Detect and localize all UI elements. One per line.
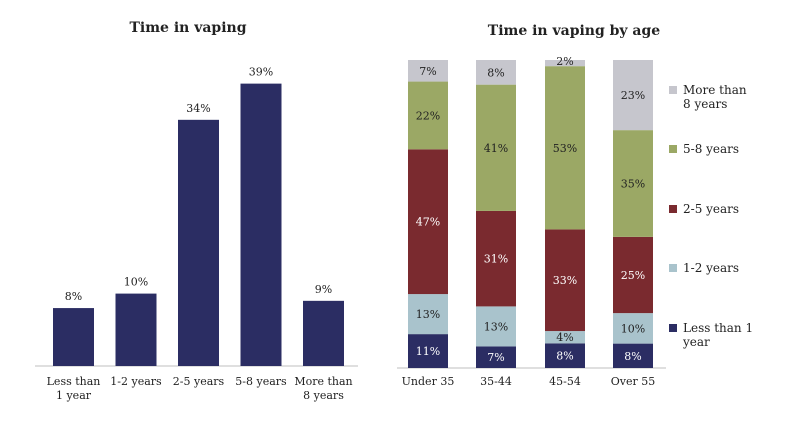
bar-0: [53, 308, 94, 366]
legend-swatch-2: [669, 205, 677, 213]
age-category-label-2: 45-54: [549, 375, 581, 388]
category-label-line: 1-2 years: [110, 375, 162, 388]
segment-label-1-0: 7%: [487, 351, 504, 364]
category-label-line: 2-5 years: [173, 375, 225, 388]
segment-label-2-2: 33%: [553, 274, 577, 287]
age-category-label-3: Over 55: [611, 375, 656, 388]
legend-label-line: 8 years: [683, 97, 727, 111]
age-category-label-0: Under 35: [402, 375, 455, 388]
left-chart-title: Time in vaping: [130, 20, 247, 36]
segment-label-1-2: 31%: [484, 253, 508, 266]
right-chart-title: Time in vaping by age: [488, 23, 661, 39]
legend-swatch-3: [669, 264, 677, 272]
bar-4: [303, 301, 344, 366]
legend-swatch-0: [669, 86, 677, 94]
legend-label-3: 1-2 years: [683, 261, 739, 275]
category-label-4: More than 8 years: [294, 375, 352, 402]
bar-2: [178, 120, 219, 366]
legend-label-2: 2-5 years: [683, 202, 739, 216]
segment-label-3-3: 35%: [621, 178, 645, 191]
segment-label-1-3: 41%: [484, 142, 508, 155]
bar-value-label-0: 8%: [65, 290, 82, 303]
category-label-line: 1 year: [56, 389, 92, 402]
legend-label-line: 5-8 years: [683, 142, 739, 156]
segment-label-3-4: 23%: [621, 89, 645, 102]
segment-label-1-1: 13%: [484, 320, 508, 333]
legend-label-line: 2-5 years: [683, 202, 739, 216]
segment-label-0-1: 13%: [416, 308, 440, 321]
age-category-label-1: 35-44: [480, 375, 512, 388]
legend-label-line: Less than 1: [683, 321, 753, 335]
category-label-line: More than: [294, 375, 352, 388]
right-chart-bars: 11% 13% 47% 22% 7% Under 35 7% 13% 31% 41% 8% 35-44…: [402, 55, 656, 388]
bar-value-label-3: 39%: [249, 66, 273, 79]
category-label-line: Less than: [47, 375, 101, 388]
legend-label-0: More than 8 years: [683, 83, 747, 111]
segment-label-0-4: 7%: [419, 65, 436, 78]
legend-label-4: Less than 1 year: [682, 321, 753, 349]
legend-swatch-4: [669, 324, 677, 332]
segment-label-2-1: 4%: [556, 331, 573, 344]
legend: More than 8 years 5-8 years 2-5 years 1-2 ye…: [669, 83, 753, 349]
bar-1: [116, 294, 157, 366]
legend-label-line: More than: [683, 83, 747, 97]
segment-label-2-0: 8%: [556, 350, 573, 363]
category-label-2: 2-5 years: [173, 375, 225, 388]
segment-label-2-4: 2%: [556, 55, 573, 68]
segment-label-1-4: 8%: [487, 66, 504, 79]
left-chart-bars: 8% Less than 1 year 10% 1-2 years 34% 2-5 year…: [47, 66, 353, 402]
segment-label-0-3: 22%: [416, 109, 440, 122]
segment-label-3-1: 10%: [621, 322, 645, 335]
legend-label-line: year: [682, 335, 710, 349]
legend-label-1: 5-8 years: [683, 142, 739, 156]
bar-value-label-4: 9%: [315, 283, 332, 296]
category-label-1: 1-2 years: [110, 375, 162, 388]
segment-label-3-2: 25%: [621, 269, 645, 282]
segment-label-3-0: 8%: [624, 350, 641, 363]
category-label-3: 5-8 years: [235, 375, 287, 388]
bar-value-label-2: 34%: [186, 102, 210, 115]
segment-label-0-2: 47%: [416, 216, 440, 229]
category-label-0: Less than 1 year: [47, 375, 101, 402]
segment-label-0-0: 11%: [416, 345, 440, 358]
category-label-line: 5-8 years: [235, 375, 287, 388]
bar-value-label-1: 10%: [124, 276, 148, 289]
legend-swatch-1: [669, 145, 677, 153]
segment-label-2-3: 53%: [553, 142, 577, 155]
legend-label-line: 1-2 years: [683, 261, 739, 275]
bar-3: [241, 84, 282, 366]
category-label-line: 8 years: [303, 389, 344, 402]
